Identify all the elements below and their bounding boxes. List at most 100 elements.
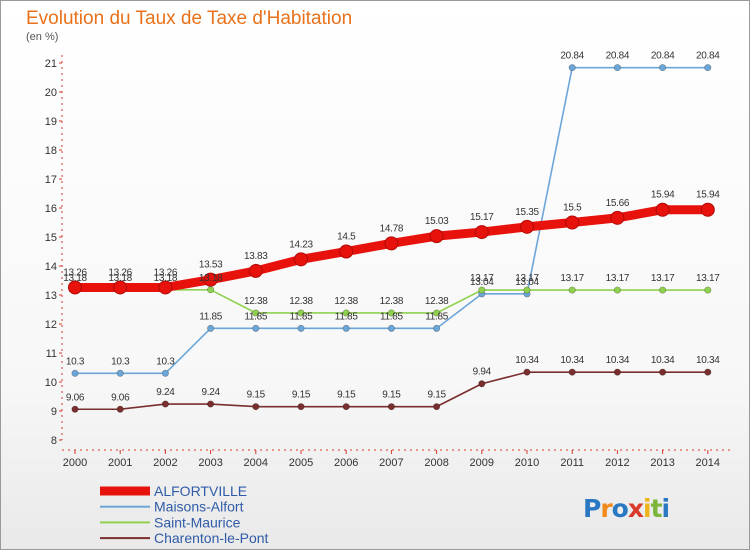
data-label: 10.34	[560, 355, 584, 366]
data-point	[387, 403, 395, 411]
data-point	[342, 403, 350, 411]
legend-swatch	[100, 505, 150, 508]
data-point	[248, 263, 263, 278]
y-tick-label: 14	[45, 261, 57, 273]
x-tick-label: 2005	[289, 457, 313, 469]
data-point	[474, 225, 489, 240]
data-point	[339, 244, 354, 259]
data-label: 9.15	[427, 390, 446, 401]
data-label: 11.85	[290, 311, 314, 322]
data-point	[158, 280, 173, 295]
data-point	[207, 286, 215, 294]
data-label: 12.38	[334, 296, 358, 307]
axes: 8 9 10 11 12 13 14 15 16 17 18 19 20 21 2000 2001 2002 20…	[45, 55, 730, 469]
data-label: 13.18	[199, 273, 223, 284]
data-label: 9.15	[382, 390, 401, 401]
data-point	[568, 368, 576, 376]
legend-label: ALFORTVILLE	[154, 483, 247, 499]
data-point	[294, 252, 308, 267]
data-label: 12.38	[289, 296, 313, 307]
y-tick-label: 21	[45, 58, 57, 70]
data-point	[704, 368, 712, 376]
data-point	[523, 286, 531, 294]
y-tick-label: 16	[45, 203, 57, 215]
data-point	[116, 369, 124, 377]
data-point	[252, 403, 260, 411]
data-point	[478, 380, 486, 388]
y-tick-label: 8	[51, 435, 57, 447]
data-point	[68, 280, 82, 295]
data-point	[568, 64, 576, 72]
x-tick-label: 2009	[470, 457, 494, 469]
x-tick-label: 2011	[560, 457, 584, 469]
data-point	[384, 236, 399, 251]
data-label: 13.18	[108, 273, 132, 284]
data-label: 13.26	[154, 267, 178, 278]
data-label: 11.85	[380, 311, 404, 322]
data-point	[613, 64, 621, 72]
data-point	[297, 309, 305, 317]
data-point	[433, 403, 441, 411]
data-label: 14.78	[380, 223, 404, 234]
y-tick-label: 9	[51, 406, 57, 418]
data-label: 9.94	[473, 367, 492, 378]
data-label: 20.84	[696, 51, 720, 62]
x-tick-label: 2010	[515, 457, 539, 469]
data-point	[252, 309, 260, 317]
data-label: 10.34	[696, 355, 720, 366]
data-point	[700, 202, 715, 217]
data-label: 9.06	[111, 392, 130, 403]
x-tick-label: 2001	[108, 457, 132, 469]
x-tick-label: 2002	[153, 457, 177, 469]
data-label: 14.5	[337, 232, 356, 243]
data-point	[207, 400, 215, 408]
data-point	[433, 309, 441, 317]
data-label: 15.94	[651, 190, 675, 201]
data-point	[387, 309, 395, 317]
data-point	[207, 324, 215, 332]
data-point	[252, 324, 260, 332]
data-point	[610, 210, 625, 225]
legend: ALFORTVILLEMaisons-AlfortSaint-MauriceCh…	[100, 483, 269, 546]
data-point	[520, 219, 534, 234]
y-tick-label: 11	[46, 348, 57, 360]
x-tick-label: 2004	[244, 457, 268, 469]
data-point	[297, 324, 305, 332]
data-label: 10.34	[651, 355, 675, 366]
data-label: 13.26	[108, 267, 132, 278]
data-label: 9.15	[292, 390, 311, 401]
data-point	[704, 286, 712, 294]
data-point	[387, 324, 395, 332]
y-tick-label: 18	[45, 145, 57, 157]
data-label: 20.84	[560, 51, 584, 62]
data-label: 9.15	[337, 390, 356, 401]
legend-label: Maisons-Alfort	[154, 499, 244, 515]
x-tick-label: 2008	[424, 457, 448, 469]
data-label: 13.04	[470, 277, 494, 288]
data-point	[433, 324, 441, 332]
data-label: 12.38	[244, 296, 268, 307]
data-point	[342, 309, 350, 317]
data-label: 12.38	[380, 296, 404, 307]
data-label: 9.24	[156, 387, 175, 398]
data-point	[704, 64, 712, 72]
data-label: 15.94	[696, 190, 720, 201]
svg-text:Proxiti: Proxiti	[583, 494, 669, 523]
data-point	[116, 405, 124, 413]
data-label: 10.3	[156, 356, 175, 367]
series-layer	[68, 64, 715, 413]
data-point	[659, 286, 667, 294]
data-label: 15.35	[515, 207, 539, 218]
data-label: 12.38	[425, 296, 449, 307]
data-label: 9.06	[66, 392, 85, 403]
y-tick-label: 19	[45, 116, 57, 128]
data-label: 13.18	[154, 273, 178, 284]
data-label: 15.03	[425, 216, 449, 227]
data-label: 11.85	[244, 311, 268, 322]
y-tick-label: 15	[45, 232, 57, 244]
data-label: 9.15	[247, 390, 266, 401]
data-label: 15.17	[470, 212, 494, 223]
series-alfortville	[68, 202, 715, 295]
